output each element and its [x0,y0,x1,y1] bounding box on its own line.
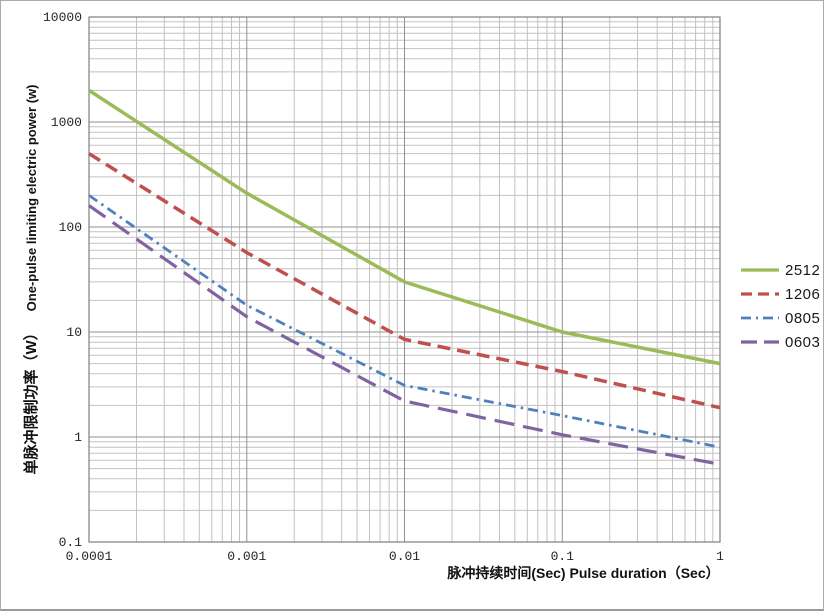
legend-label-1206: 1206 [785,285,821,303]
legend: 2512 1206 0805 0603 [740,258,820,354]
y-tick-label: 100 [59,220,82,235]
legend-line-sample-2512 [741,268,779,272]
x-tick-label: 1 [716,549,724,564]
series-line-0603 [88,204,721,466]
y-tick-label: 1 [74,430,82,445]
y-tick-label: 1000 [51,115,82,130]
legend-line-sample-1206 [741,292,779,296]
x-tick-label: 0.01 [389,549,420,564]
x-tick-label: 0.001 [227,549,266,564]
y-axis-title-chinese: 单脉冲限制功率（W） [23,325,40,475]
series-line-2512 [88,88,721,366]
y-axis-title-english: One-pulse limiting electric power (w) [24,84,39,312]
legend-label-0603: 0603 [785,333,821,351]
x-tick-label: 0.0001 [66,549,113,564]
legend-item-1206: 1206 [740,282,820,306]
series-line-0805 [88,194,721,449]
y-tick-label: 0.1 [59,535,83,550]
legend-item-0603: 0603 [740,330,820,354]
legend-label-0805: 0805 [785,309,821,327]
legend-label-2512: 2512 [785,261,821,279]
y-axis-title: 单脉冲限制功率（W） One-pulse limiting electric po… [15,17,49,542]
series-line-1206 [88,152,721,410]
y-tick-label: 10000 [43,10,82,25]
x-tick-label: 0.1 [551,549,575,564]
legend-item-0805: 0805 [740,306,820,330]
y-tick-label: 10 [66,325,82,340]
legend-item-2512: 2512 [740,258,820,282]
legend-line-sample-0805 [741,316,779,320]
x-axis-title: 脉冲持续时间(Sec) Pulse duration（Sec） [447,565,720,581]
legend-line-sample-0603 [741,340,779,344]
